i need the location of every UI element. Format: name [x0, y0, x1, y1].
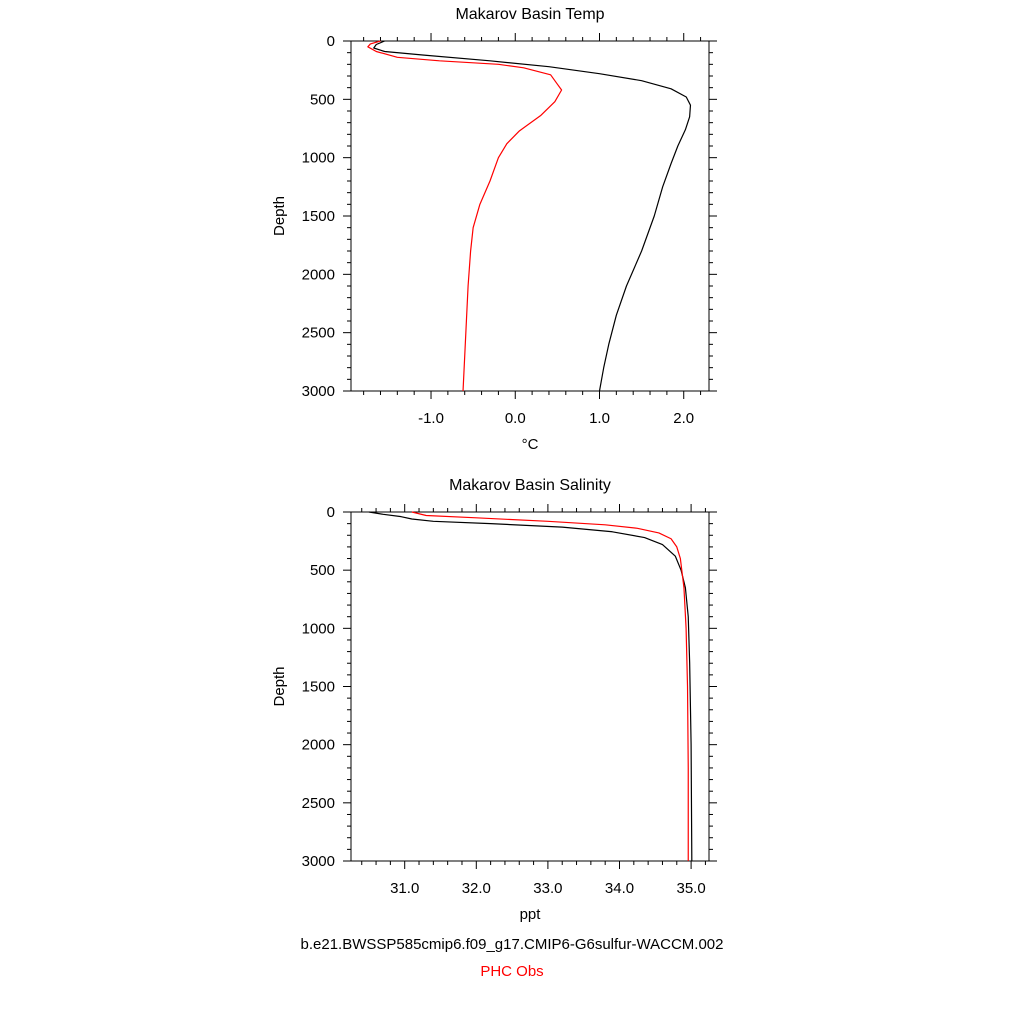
salinity-panel: 31.0 32.0 33.0 34.0 35.0 0 500 1000 1500 2000 2500…: [271, 477, 717, 923]
salinity-y-tick-label: 1500: [302, 679, 335, 696]
salinity-y-tick-label: 2500: [302, 795, 335, 812]
temp-y-tick-label: 500: [310, 91, 335, 108]
salinity-y-axis-label: Depth: [271, 666, 288, 706]
salinity-x-tick-label: 35.0: [676, 880, 705, 897]
salinity-x-tick-label: 31.0: [390, 880, 419, 897]
legend-obs-label: PHC Obs: [480, 963, 544, 980]
salinity-y-tick-label: 500: [310, 562, 335, 579]
temp-y-tick-label: 3000: [302, 383, 335, 400]
temp-chart-title: Makarov Basin Temp: [455, 6, 604, 23]
temp-x-axis-label: °C: [522, 436, 539, 453]
temp-y-tick-label: 1500: [302, 208, 335, 225]
temp-plot-frame: [350, 40, 710, 392]
salinity-x-tick-label: 32.0: [462, 880, 491, 897]
temp-model-series-line: [373, 40, 692, 392]
salinity-y-tick-label: 0: [327, 504, 335, 521]
salinity-plot-frame: [350, 511, 710, 862]
salinity-x-tick-label: 33.0: [533, 880, 562, 897]
temp-y-tick-label: 0: [327, 33, 335, 50]
temp-x-tick-label: 0.0: [505, 410, 526, 427]
temp-y-tick-label: 2500: [302, 325, 335, 342]
legend-model-label: b.e21.BWSSP585cmip6.f09_g17.CMIP6-G6sulf…: [300, 936, 724, 953]
temp-x-tick-label: 1.0: [589, 410, 610, 427]
salinity-model-series-line: [368, 511, 693, 862]
temp-obs-series-line: [367, 40, 563, 392]
salinity-y-tick-label: 2000: [302, 737, 335, 754]
temp-y-tick-label: 1000: [302, 150, 335, 167]
temp-x-tick-label: -1.0: [418, 410, 444, 427]
salinity-obs-series-line: [411, 511, 689, 861]
salinity-x-tick-label: 34.0: [605, 880, 634, 897]
salinity-x-axis-label: ppt: [520, 906, 542, 923]
salinity-chart-title: Makarov Basin Salinity: [449, 477, 611, 494]
salinity-y-tick-label: 3000: [302, 853, 335, 870]
temp-x-tick-label: 2.0: [673, 410, 694, 427]
temp-y-tick-label: 2000: [302, 266, 335, 283]
salinity-y-tick-label: 1000: [302, 620, 335, 637]
temp-y-axis-label: Depth: [271, 196, 288, 236]
temperature-panel: -1.0 0.0 1.0 2.0 0 500 1000 1500 2000 2500 3000 Mak…: [271, 6, 717, 453]
